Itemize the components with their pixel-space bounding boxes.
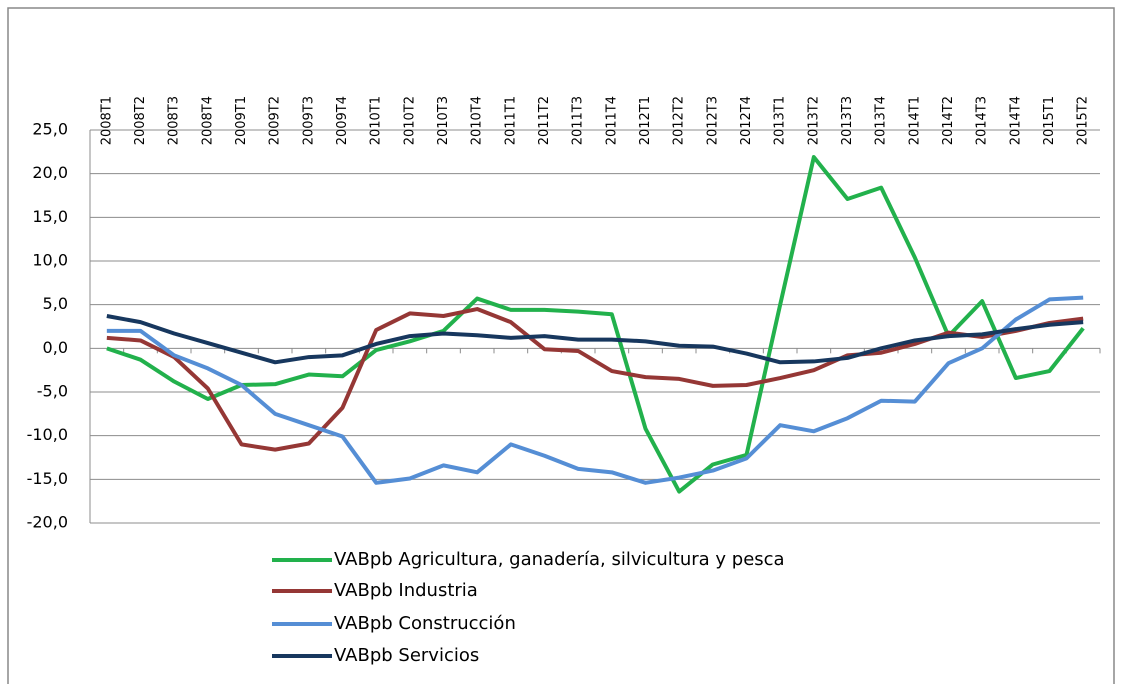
series-line xyxy=(106,155,1085,494)
x-tick-label: 2012T2 xyxy=(672,96,687,145)
x-tick-label: 2011T3 xyxy=(571,96,586,145)
x-tick-label: 2009T2 xyxy=(268,96,283,145)
legend-label: VABpb Construcción xyxy=(334,613,516,634)
y-tick-label: -10,0 xyxy=(27,425,68,444)
y-tick-label: 20,0 xyxy=(32,163,68,182)
y-tick-label: 0,0 xyxy=(43,338,68,357)
x-tick-label: 2008T4 xyxy=(200,96,215,145)
series-line xyxy=(106,314,1084,365)
x-tick-label: 2013T3 xyxy=(840,96,855,145)
x-tick-label: 2014T1 xyxy=(907,96,922,145)
x-tick-label: 2014T2 xyxy=(941,96,956,145)
x-tick-label: 2015T1 xyxy=(1042,96,1057,145)
x-tick-label: 2011T2 xyxy=(537,96,552,145)
y-tick-label: 15,0 xyxy=(32,207,68,226)
x-tick-label: 2010T4 xyxy=(470,96,485,145)
x-tick-label: 2015T2 xyxy=(1076,96,1091,145)
x-tick-label: 2011T4 xyxy=(604,96,619,145)
x-tick-label: 2012T3 xyxy=(705,96,720,145)
x-tick-label: 2010T3 xyxy=(436,96,451,145)
chart-border xyxy=(7,7,1115,684)
x-tick-label: 2012T4 xyxy=(739,96,754,145)
x-tick-label: 2013T1 xyxy=(773,96,788,145)
series-line xyxy=(106,295,1084,485)
x-tick-label: 2013T2 xyxy=(806,96,821,145)
x-tick-label: 2011T1 xyxy=(503,96,518,145)
x-tick-label: 2009T4 xyxy=(335,96,350,145)
legend-label: VABpb Agricultura, ganadería, silvicultu… xyxy=(334,549,785,570)
x-tick-label: 2014T3 xyxy=(975,96,990,145)
x-tick-label: 2010T1 xyxy=(369,96,384,145)
series-line xyxy=(106,307,1084,452)
x-tick-label: 2013T4 xyxy=(874,96,889,145)
x-tick-label: 2008T3 xyxy=(167,96,182,145)
legend-label: VABpb Servicios xyxy=(334,645,479,666)
y-tick-label: 10,0 xyxy=(32,251,68,270)
x-tick-label: 2012T1 xyxy=(638,96,653,145)
x-tick-label: 2008T1 xyxy=(99,96,114,145)
y-tick-label: -5,0 xyxy=(37,382,68,401)
x-tick-label: 2010T2 xyxy=(402,96,417,145)
x-tick-label: 2009T3 xyxy=(301,96,316,145)
x-tick-label: 2008T2 xyxy=(133,96,148,145)
y-tick-label: -15,0 xyxy=(27,469,68,488)
legend-label: VABpb Industria xyxy=(334,580,478,601)
y-tick-label: -20,0 xyxy=(27,513,68,532)
x-tick-label: 2009T1 xyxy=(234,96,249,145)
x-tick-label: 2014T4 xyxy=(1008,96,1023,145)
y-tick-label: 5,0 xyxy=(43,294,68,313)
y-tick-label: 25,0 xyxy=(32,120,68,139)
